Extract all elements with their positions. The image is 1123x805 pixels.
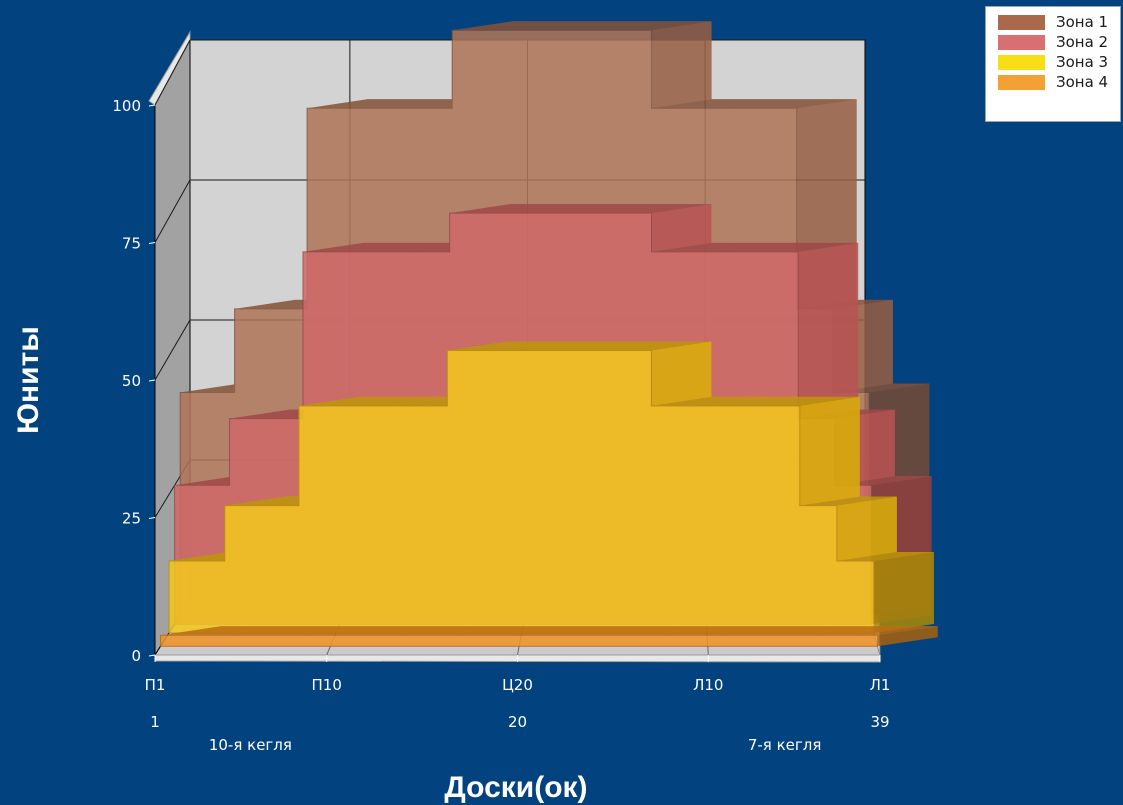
series-top-face: [707, 626, 863, 636]
legend-swatch: [998, 74, 1045, 90]
series-top-face: [160, 626, 278, 636]
gridline-y-side: [154, 319, 191, 381]
y-tick-label: 75: [122, 235, 141, 253]
series-top-face: [449, 204, 712, 214]
series-top-face: [802, 626, 900, 636]
series-top-face: [447, 341, 712, 351]
series-top-face: [651, 626, 768, 636]
series-top-face: [651, 242, 767, 252]
series-top-face: [707, 396, 860, 406]
series-3: [168, 341, 934, 634]
series-side-face: [874, 552, 934, 633]
series-top-face: [799, 496, 897, 506]
series-top-face: [706, 242, 859, 252]
x-index-label: 1: [150, 713, 160, 731]
series-layer: [160, 21, 938, 647]
x-annotation: 10-я кегля: [209, 736, 292, 754]
gridline-y-side: [154, 39, 191, 106]
x-category-label: Ц20: [502, 676, 533, 694]
y-tick-label: 50: [122, 372, 141, 390]
series-top-face: [443, 626, 712, 636]
series-top-face: [387, 626, 504, 636]
y-tick-label: 0: [131, 647, 141, 665]
legend-label: Зона 3: [1056, 53, 1109, 71]
x-annotation: 7-я кегля: [748, 736, 822, 754]
legend-label: Зона 1: [1056, 13, 1109, 31]
series-top-face: [298, 396, 452, 406]
y-tick-label: 25: [122, 510, 141, 528]
series-top-face: [452, 21, 712, 31]
x-category-label: П10: [312, 676, 342, 694]
x-category-label: П1: [145, 676, 166, 694]
x-index-label: 20: [508, 713, 527, 731]
series-top-face: [292, 626, 447, 636]
y-tick: [148, 517, 156, 519]
legend-label: Зона 4: [1056, 73, 1109, 91]
x-category-label: Л10: [693, 676, 723, 694]
series-4: [160, 626, 938, 647]
series-top-face: [651, 396, 767, 406]
series-front-face: [168, 350, 875, 634]
legend-swatch: [998, 34, 1045, 50]
legend-item-zone-3: Зона 3: [998, 52, 1120, 72]
x-index-label: 39: [870, 713, 889, 731]
legend-item-zone-4: Зона 4: [998, 72, 1120, 92]
legend-swatch: [998, 54, 1045, 70]
y-tick: [148, 104, 156, 107]
legend-swatch: [998, 14, 1045, 30]
y-tick: [148, 242, 156, 244]
legend-label: Зона 2: [1056, 33, 1109, 51]
axes-layer: 0 25 50 75 100 П1 П10 Ц20 Л10 Л1 1 20 39 10-я кегля 7-…: [112, 97, 890, 754]
y-tick-label: 100: [112, 97, 141, 115]
series-top-face: [839, 626, 938, 636]
legend-item-zone-2: Зона 2: [998, 32, 1120, 52]
series-top-face: [836, 552, 934, 561]
series-top-face: [303, 242, 455, 252]
series-top-face: [706, 99, 857, 109]
series-side-face: [877, 626, 938, 647]
legend-item-zone-1: Зона 1: [998, 12, 1120, 32]
series-front-face: [160, 634, 879, 647]
y-axis-label: Юниты: [12, 326, 45, 434]
gridline-y-side: [154, 179, 191, 243]
x-category-label: Л1: [870, 676, 891, 694]
y-tick: [148, 654, 156, 657]
series-top-face: [307, 99, 458, 109]
legend: Зона 1 Зона 2 Зона 3 Зона 4: [985, 6, 1121, 122]
x-axis-label: Доски(ок): [444, 771, 587, 804]
y-tick: [148, 379, 156, 382]
series-top-face: [217, 626, 353, 636]
series-top-face: [651, 99, 766, 109]
